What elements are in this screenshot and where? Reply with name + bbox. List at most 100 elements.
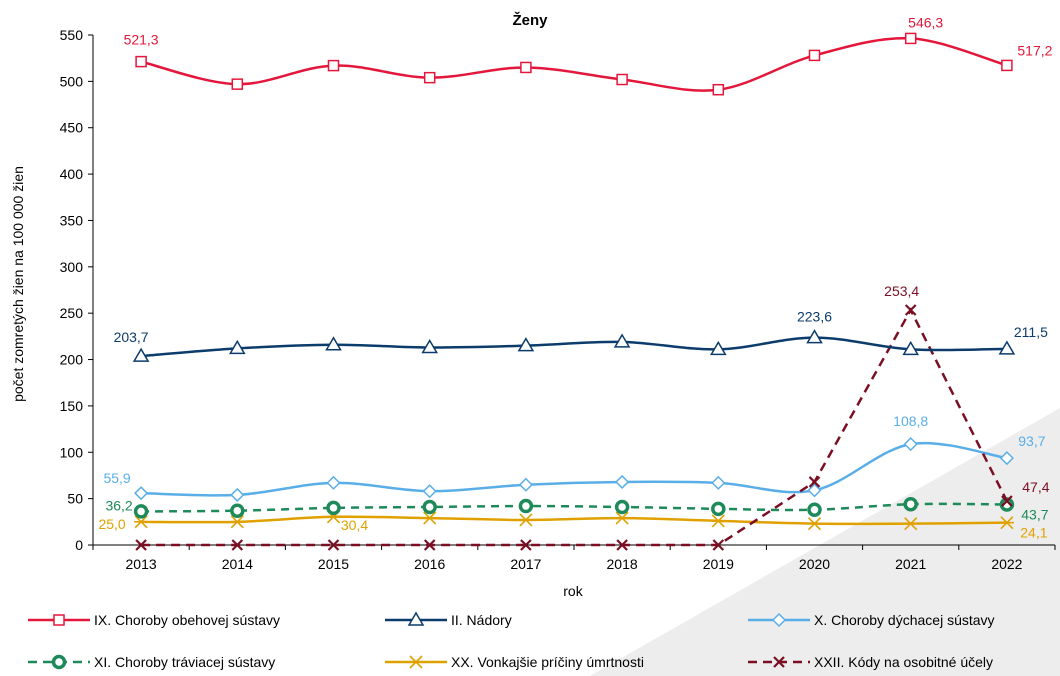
series-layer	[132, 32, 1016, 551]
data-point	[133, 504, 149, 519]
data-point	[230, 515, 245, 529]
legend-label: II. Nádory	[451, 612, 512, 628]
data-label: 55,9	[103, 470, 130, 486]
x-ticks: 2013 2014 2015 2016 2017 2018 2019 2020 2021 2022	[92, 545, 1056, 572]
legend-marker	[771, 612, 787, 628]
data-point	[904, 304, 917, 316]
data-label: 211,5	[1014, 324, 1048, 340]
data-point	[807, 483, 822, 498]
y-tick-label: 100	[60, 444, 84, 460]
data-label: 36,2	[105, 497, 132, 513]
x-tick-label: 2020	[799, 556, 830, 572]
x-tick-label: 2016	[414, 556, 445, 572]
data-point	[999, 516, 1014, 530]
y-tick-label: 550	[60, 27, 84, 43]
y-ticks: 0 50 100 150 200 250 300 350 400 450 500 550	[60, 27, 93, 553]
data-point	[808, 49, 821, 62]
data-point	[423, 539, 436, 551]
x-tick-label: 2019	[703, 556, 734, 572]
data-point	[712, 83, 725, 96]
data-point	[520, 539, 532, 551]
data-label: 521,3	[124, 32, 159, 48]
data-point	[327, 539, 340, 551]
data-point	[230, 487, 245, 502]
data-point	[518, 513, 533, 527]
data-point	[616, 539, 628, 551]
data-point	[422, 484, 437, 499]
data-point	[903, 437, 918, 452]
data-point	[712, 539, 725, 551]
data-label: 47,4	[1022, 479, 1049, 495]
data-point	[808, 476, 821, 488]
data-point	[135, 539, 147, 551]
y-tick-label: 350	[60, 212, 84, 228]
data-point	[614, 499, 630, 515]
legend-item: XX. Vonkajšie príčiny úmrtnosti	[385, 654, 644, 670]
data-point	[903, 496, 918, 512]
data-label: 203,7	[114, 329, 149, 345]
legend-item: XXII. Kódy na osobitné účely	[748, 654, 993, 670]
data-point	[902, 340, 920, 356]
data-point	[134, 486, 149, 501]
data-point	[326, 500, 341, 516]
data-label: 517,2	[1017, 42, 1052, 58]
y-tick-label: 250	[60, 305, 84, 321]
data-point	[231, 539, 244, 551]
y-tick-label: 500	[60, 73, 84, 89]
data-point	[422, 499, 437, 515]
data-labels: 521,3 546,3 517,2 203,7 223,6 211,5 55,9 108,8 9…	[98, 14, 1052, 540]
x-axis-label: rok	[563, 583, 583, 599]
x-tick-label: 2018	[607, 556, 638, 572]
data-label: 24,1	[1020, 525, 1047, 541]
series-line-2	[141, 336, 1007, 358]
legend-label: XI. Choroby tráviacej sústavy	[94, 654, 275, 670]
data-point	[999, 451, 1014, 466]
legend-marker	[773, 656, 785, 668]
data-point	[807, 517, 822, 531]
data-point	[711, 501, 726, 517]
data-point	[1001, 495, 1013, 507]
data-point	[1001, 59, 1013, 72]
x-tick-label: 2022	[991, 556, 1022, 572]
y-tick-label: 450	[60, 120, 84, 136]
y-tick-label: 300	[60, 259, 84, 275]
data-point	[421, 339, 439, 354]
chart-title: Ženy	[512, 11, 548, 29]
y-tick-label: 50	[67, 491, 83, 507]
data-point	[135, 55, 147, 68]
data-point	[518, 477, 533, 492]
data-label: 30,4	[341, 517, 368, 533]
y-axis-label: počet zomretých žien na 100 000 žien	[10, 166, 26, 402]
data-label: 253,4	[884, 283, 919, 299]
data-label: 25,0	[98, 516, 125, 532]
legend-marker	[407, 611, 425, 626]
data-point	[520, 61, 532, 74]
data-point	[228, 339, 246, 355]
background-shade	[590, 408, 1060, 676]
data-point	[423, 71, 436, 84]
x-tick-label: 2015	[318, 556, 349, 572]
legend-marker	[51, 654, 67, 670]
data-label: 93,7	[1018, 433, 1045, 449]
data-point	[613, 333, 631, 348]
legend-item: IX. Choroby obehovej sústavy	[28, 612, 280, 628]
x-tick-label: 2017	[510, 556, 541, 572]
data-point	[807, 502, 822, 518]
y-tick-label: 400	[60, 166, 84, 182]
data-point	[327, 59, 340, 72]
legend-label: X. Choroby dýchacej sústavy	[814, 612, 995, 628]
data-label: 108,8	[893, 413, 928, 429]
series-line-5	[141, 515, 1007, 526]
legend: IX. Choroby obehovej sústavy II. Nádory X.…	[28, 611, 995, 670]
data-point	[998, 340, 1016, 355]
legend-item: II. Nádory	[385, 611, 512, 628]
data-point	[616, 73, 628, 86]
legend-marker	[53, 614, 65, 626]
x-tick-label: 2013	[126, 556, 157, 572]
x-tick-label: 2021	[895, 556, 926, 572]
data-point	[517, 337, 535, 352]
data-point	[615, 474, 630, 490]
legend-marker	[409, 655, 423, 669]
legend-label: XXII. Kódy na osobitné účely	[814, 654, 993, 670]
